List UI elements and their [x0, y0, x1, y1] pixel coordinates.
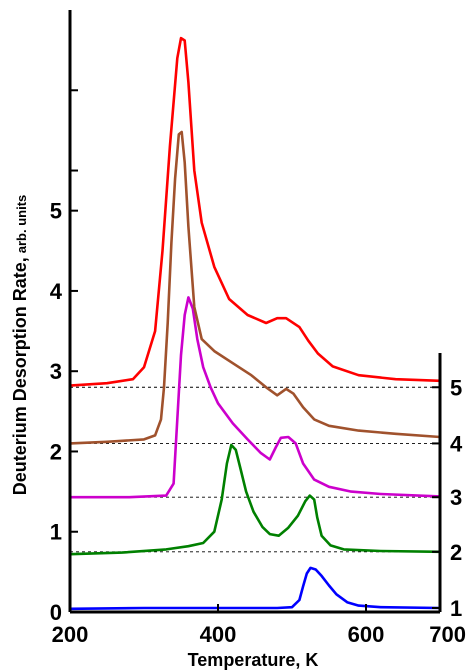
- x-tick-label-2: 600: [348, 622, 385, 647]
- x-tick-label-3: 700: [429, 622, 466, 647]
- x-tick-label-1: 400: [200, 622, 237, 647]
- y-axis-label-main: Deuterium Desorption Rate,: [10, 257, 30, 495]
- y-axis-label: Deuterium Desorption Rate, arb. units: [10, 195, 30, 496]
- right-curve-label-4: 5: [450, 375, 462, 400]
- reference-lines: [70, 386, 440, 553]
- x-axis-label: Temperature, K: [188, 650, 319, 670]
- y-axis-label-unit: arb. units: [14, 195, 29, 254]
- series-group: [68, 36, 442, 611]
- series-line-2: [68, 443, 442, 556]
- right-curve-label-1: 2: [450, 540, 462, 565]
- right-curve-labels: 1 2 3 4 5: [432, 375, 463, 621]
- left-tick-label-1: 1: [50, 520, 62, 545]
- left-tick-label-3: 3: [50, 359, 62, 384]
- right-curve-label-2: 3: [450, 485, 462, 510]
- left-tick-label-2: 2: [50, 439, 62, 464]
- right-curve-label-0: 1: [450, 596, 462, 621]
- series-line-1: [68, 566, 442, 611]
- left-tick-label-4: 4: [50, 279, 63, 304]
- series-line-3: [68, 296, 442, 499]
- right-curve-label-3: 4: [450, 431, 463, 456]
- series-line-5: [68, 36, 442, 387]
- x-ticks: 200 400 600 700: [52, 604, 466, 647]
- left-y-ticks: 0 1 2 3 4 5: [50, 89, 78, 625]
- series-line-4: [68, 130, 442, 445]
- left-tick-label-0: 0: [50, 600, 62, 625]
- axes: [68, 10, 442, 614]
- left-tick-label-5: 5: [50, 199, 62, 224]
- x-tick-label-0: 200: [52, 622, 89, 647]
